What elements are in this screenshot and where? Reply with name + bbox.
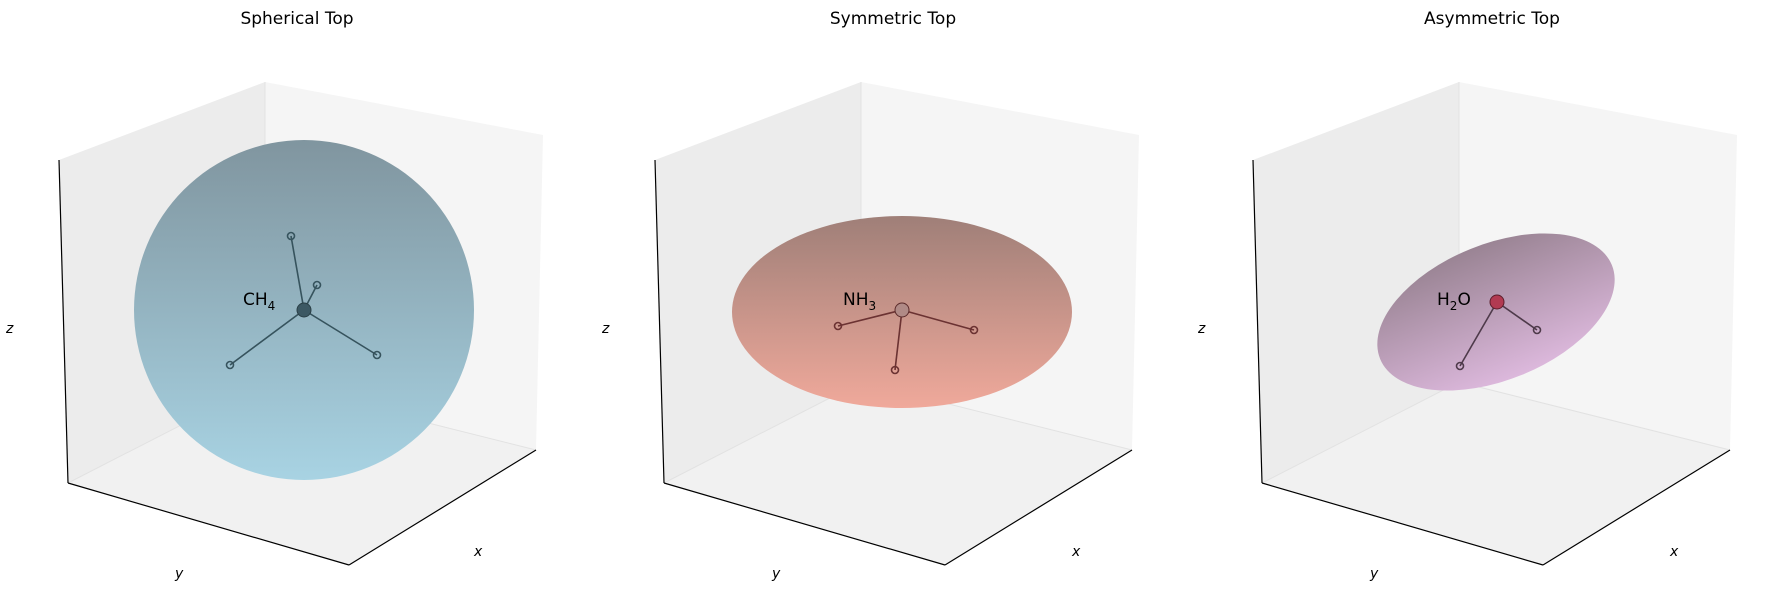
panel-title: Symmetric Top <box>830 9 956 29</box>
inertia-ellipsoid <box>1377 233 1615 391</box>
hydrogen-atom <box>312 280 322 290</box>
pane-edge <box>663 381 862 484</box>
floor-pane <box>664 382 1132 565</box>
z-axis-label: z <box>601 321 610 337</box>
y-axis-line <box>1261 482 1544 566</box>
y-axis-label: y <box>1369 566 1379 582</box>
x-axis-label: x <box>1669 544 1679 560</box>
pane-edge <box>1261 381 1460 484</box>
x-axis-label: x <box>1071 544 1081 560</box>
molecule-label: CH4 <box>243 290 275 313</box>
panel-symmetric-top: Symmetric Top z y x NH3 <box>601 9 1139 582</box>
x-axis-line <box>1542 449 1731 566</box>
panel-asymmetric-top: Asymmetric Top z y x H2O <box>1197 9 1737 582</box>
y-axis-line <box>67 482 350 566</box>
hydrogen-atom <box>286 231 296 241</box>
bond <box>837 309 903 327</box>
floor-pane <box>1262 382 1730 565</box>
bond <box>303 309 378 356</box>
molecule-label: H2O <box>1437 290 1471 313</box>
hydrogen-atom <box>372 350 382 360</box>
panel-title: Asymmetric Top <box>1424 9 1560 29</box>
hydrogen-atom <box>225 360 235 370</box>
panel-spherical-top: Spherical Top z y x CH4 <box>5 9 543 582</box>
molecule-h2o <box>1455 301 1542 371</box>
carbon-atom <box>296 302 312 318</box>
pane-edge <box>1458 381 1731 451</box>
z-axis-line <box>1252 159 1263 484</box>
bond <box>894 309 903 371</box>
hydrogen-atom <box>1455 361 1465 371</box>
bond <box>1459 301 1498 367</box>
bond <box>229 309 305 366</box>
hydrogen-atom <box>833 321 843 331</box>
x-axis-label: x <box>473 544 483 560</box>
hydrogen-atom <box>890 365 900 375</box>
hydrogen-atom <box>1532 325 1542 335</box>
z-axis-label: z <box>5 321 14 337</box>
bond <box>290 235 305 311</box>
z-axis-line <box>654 159 665 484</box>
y-axis-label: y <box>174 566 184 582</box>
nitrogen-atom <box>894 302 910 318</box>
molecule-label: NH3 <box>843 290 876 313</box>
y-axis-line <box>663 482 946 566</box>
x-axis-line <box>348 449 537 566</box>
bond <box>901 309 975 331</box>
panel-title: Spherical Top <box>240 9 353 29</box>
x-axis-line <box>944 449 1133 566</box>
hydrogen-atom <box>969 325 979 335</box>
bond <box>1496 301 1538 331</box>
y-axis-label: y <box>771 566 781 582</box>
oxygen-atom <box>1489 294 1505 310</box>
z-axis-label: z <box>1197 321 1206 337</box>
z-axis-line <box>58 159 69 484</box>
molecule-nh3 <box>833 309 979 375</box>
